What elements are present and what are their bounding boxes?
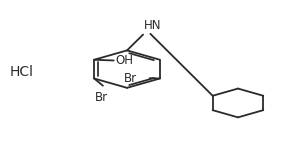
Text: Br: Br [124, 72, 138, 85]
Text: HCl: HCl [10, 65, 34, 79]
Text: Br: Br [95, 91, 108, 104]
Text: HN: HN [144, 19, 161, 32]
Text: OH: OH [116, 54, 134, 67]
